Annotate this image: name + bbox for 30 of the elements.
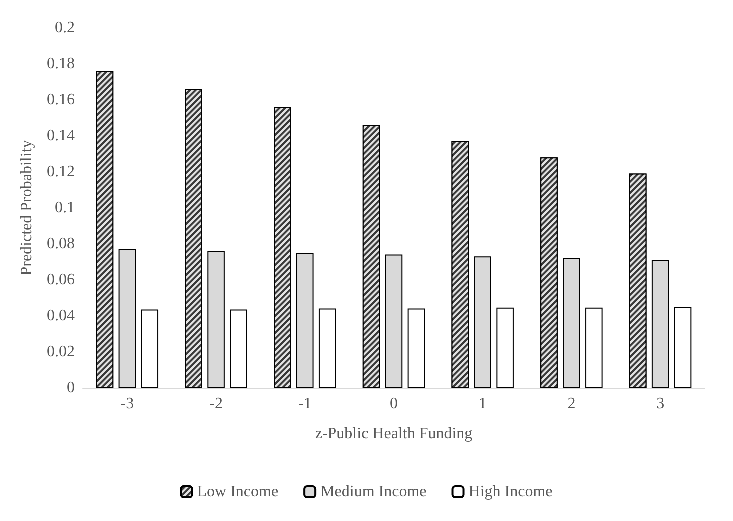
- x-tick-label: -2: [210, 396, 223, 412]
- y-axis-title: Predicted Probability: [18, 140, 36, 276]
- y-tick-label: 0.14: [47, 128, 75, 144]
- x-tick-label: 0: [390, 396, 398, 412]
- y-tick-label: 0.1: [55, 200, 75, 216]
- legend-label: Medium Income: [320, 484, 427, 500]
- x-tick-label: -3: [120, 396, 134, 412]
- y-tick-label: 0: [67, 380, 75, 396]
- y-tick-label: 0.12: [47, 164, 75, 180]
- bar: [141, 310, 159, 388]
- bar: [586, 308, 603, 388]
- y-tick-label: 0.04: [47, 308, 75, 324]
- x-tick-label: 3: [656, 396, 665, 412]
- y-tick-label: 0.02: [47, 344, 75, 360]
- legend-label: Low Income: [197, 484, 279, 500]
- bar: [674, 307, 692, 388]
- bar: [496, 308, 514, 388]
- bar: [230, 310, 248, 388]
- x-tick-label: -1: [298, 396, 312, 412]
- x-axis-title: z-Public Health Funding: [315, 426, 473, 442]
- y-tick-label: 0.08: [47, 236, 75, 252]
- y-tick-label: 0.06: [47, 272, 75, 288]
- y-tick-label: 0.16: [47, 92, 75, 108]
- y-tick-label: 0.2: [55, 20, 75, 36]
- y-tick-label: 0.18: [47, 56, 75, 72]
- legend-label: High Income: [468, 484, 553, 500]
- bar: [408, 308, 426, 388]
- x-tick-label: 1: [478, 396, 487, 412]
- bar: [318, 308, 336, 388]
- x-tick-label: 2: [568, 396, 576, 412]
